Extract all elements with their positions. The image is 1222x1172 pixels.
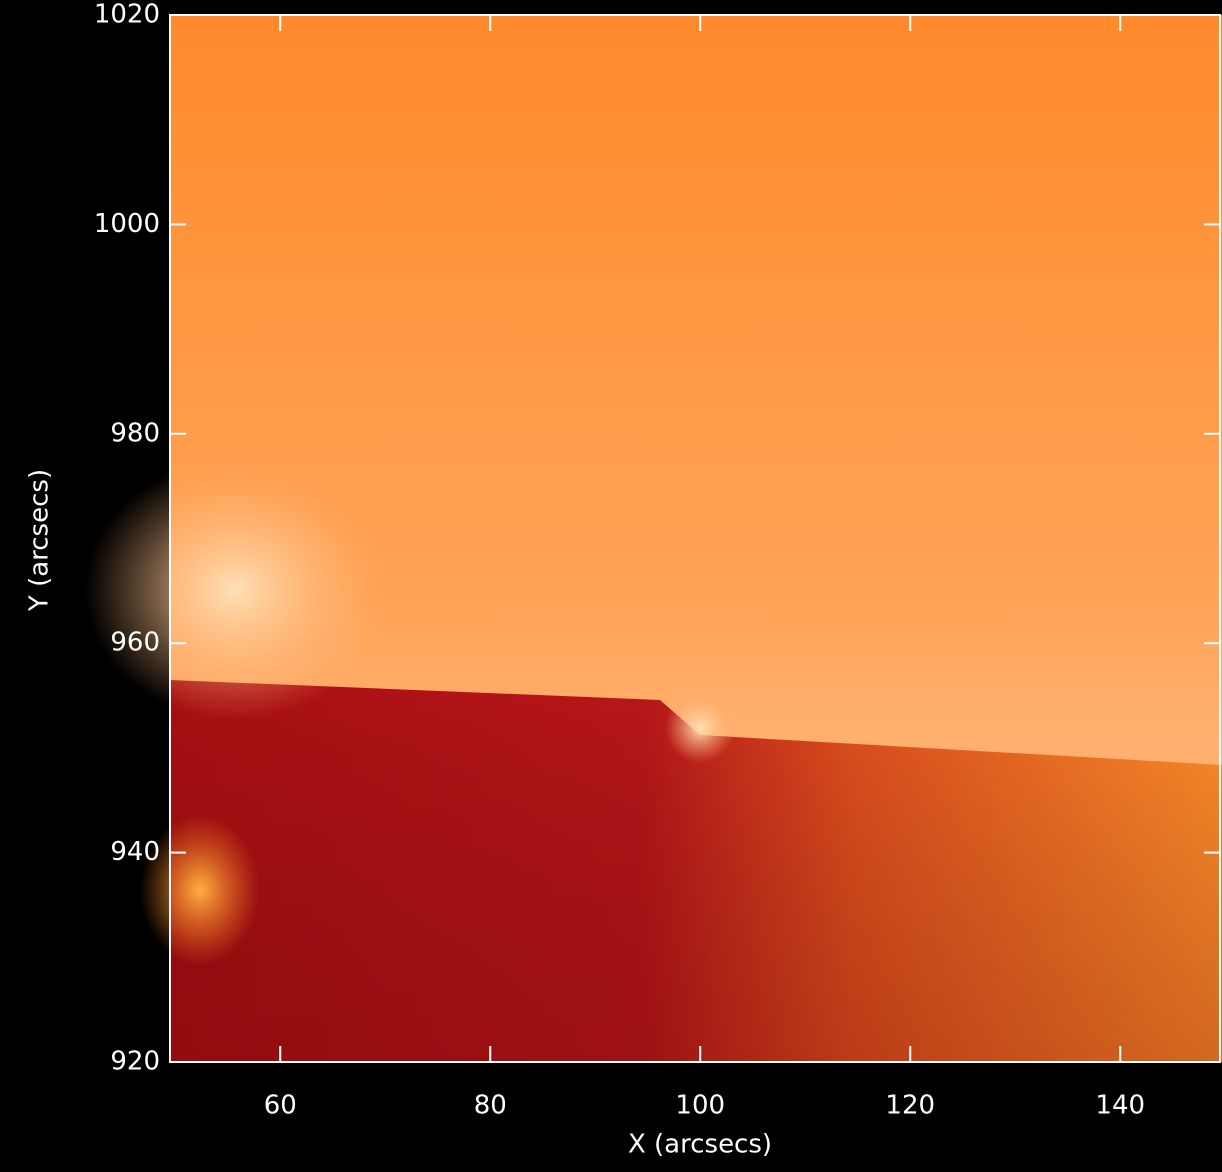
x-tick-label: 60 bbox=[264, 1091, 297, 1121]
x-tick-label: 120 bbox=[885, 1091, 935, 1121]
solar-image bbox=[85, 15, 1222, 1062]
y-tick-label: 960 bbox=[110, 628, 160, 658]
x-tick-label: 140 bbox=[1095, 1091, 1145, 1121]
y-tick-label: 940 bbox=[110, 837, 160, 867]
x-tick-label: 100 bbox=[675, 1091, 725, 1121]
y-tick-label: 980 bbox=[110, 418, 160, 448]
y-axis-label: Y (arcsecs) bbox=[25, 469, 55, 612]
x-tick-label: 80 bbox=[474, 1091, 507, 1121]
y-tick-label: 1020 bbox=[94, 0, 160, 30]
y-tick-label: 920 bbox=[110, 1047, 160, 1077]
plot-frame bbox=[169, 14, 1221, 1063]
x-axis-label: X (arcsecs) bbox=[628, 1130, 772, 1160]
y-tick-label: 1000 bbox=[94, 209, 160, 239]
